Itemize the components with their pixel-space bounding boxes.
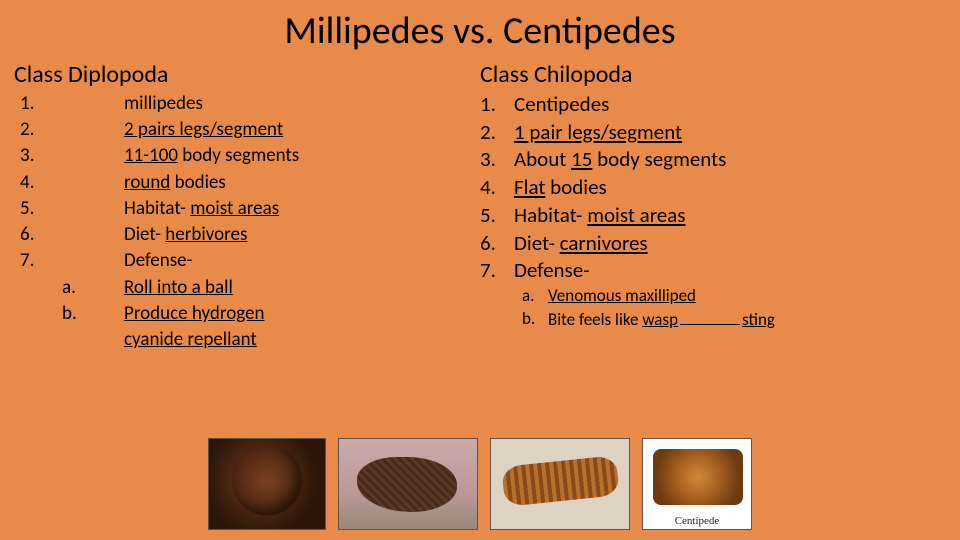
list-item: 6.Diet- herbivores bbox=[14, 222, 480, 248]
list-item: 1.millipedes bbox=[14, 91, 480, 117]
list-item-text: Bite feels like waspsting bbox=[548, 308, 946, 332]
list-item-number: 6. bbox=[480, 230, 514, 258]
list-item-number: b. bbox=[14, 301, 74, 353]
list-item-text: millipedes bbox=[124, 91, 480, 117]
list-item-text: 2 pairs legs/segment bbox=[124, 117, 480, 143]
list-item: 2.1 pair legs/segment bbox=[480, 119, 946, 147]
list-item: a.Venomous maxilliped bbox=[522, 285, 946, 308]
list-item: 2.2 pairs legs/segment bbox=[14, 117, 480, 143]
list-item: 5.Habitat- moist areas bbox=[480, 202, 946, 230]
list-item-text: Diet- herbivores bbox=[124, 222, 480, 248]
list-item: 3.11-100 body segments bbox=[14, 143, 480, 169]
blank-underline bbox=[680, 308, 740, 325]
list-item: 5.Habitat- moist areas bbox=[14, 196, 480, 222]
diplopoda-column: Class Diplopoda 1.millipedes2.2 pairs le… bbox=[14, 60, 480, 353]
list-item-text: Venomous maxilliped bbox=[548, 285, 946, 308]
list-item-text: Defense- bbox=[514, 257, 946, 285]
chilopoda-heading: Class Chilopoda bbox=[480, 60, 946, 89]
list-item: 1.Centipedes bbox=[480, 91, 946, 119]
list-item-text: Produce hydrogen cyanide repellant bbox=[74, 301, 304, 353]
image-row: Centipede bbox=[0, 438, 960, 530]
list-item-number: 5. bbox=[480, 202, 514, 230]
diplopoda-list: 1.millipedes2.2 pairs legs/segment3.11-1… bbox=[14, 91, 480, 275]
list-item-number: 4. bbox=[480, 174, 514, 202]
millipede-coiled-photo bbox=[338, 438, 478, 530]
list-item-number: 3. bbox=[480, 146, 514, 174]
chilopoda-list: 1.Centipedes2.1 pair legs/segment3.About… bbox=[480, 91, 946, 285]
page-title: Millipedes vs. Centipedes bbox=[0, 0, 960, 60]
list-item-number: b. bbox=[522, 308, 548, 332]
comparison-columns: Class Diplopoda 1.millipedes2.2 pairs le… bbox=[0, 60, 960, 353]
diplopoda-sublist: a.Roll into a ballb.Produce hydrogen cya… bbox=[14, 275, 480, 354]
list-item-number: 7. bbox=[14, 248, 124, 274]
list-item-text: Habitat- moist areas bbox=[514, 202, 946, 230]
list-item-number: 5. bbox=[14, 196, 124, 222]
list-item-number: 2. bbox=[480, 119, 514, 147]
list-item-text: 1 pair legs/segment bbox=[514, 119, 946, 147]
chilopoda-sublist: a.Venomous maxillipedb.Bite feels like w… bbox=[480, 285, 946, 332]
list-item-text: Flat bodies bbox=[514, 174, 946, 202]
list-item: a.Roll into a ball bbox=[14, 275, 480, 301]
list-item: 4.round bodies bbox=[14, 170, 480, 196]
list-item: 3.About 15 body segments bbox=[480, 146, 946, 174]
list-item-number: a. bbox=[522, 285, 548, 308]
list-item-number: 2. bbox=[14, 117, 124, 143]
millipede-ball-photo bbox=[208, 438, 326, 530]
list-item: 7.Defense- bbox=[14, 248, 480, 274]
diplopoda-heading: Class Diplopoda bbox=[14, 60, 480, 89]
list-item-number: 7. bbox=[480, 257, 514, 285]
list-item-number: 1. bbox=[14, 91, 124, 117]
list-item: b.Bite feels like waspsting bbox=[522, 308, 946, 332]
list-item-number: 6. bbox=[14, 222, 124, 248]
centipede-photo bbox=[490, 438, 630, 530]
list-item-text: Habitat- moist areas bbox=[124, 196, 480, 222]
list-item-number: 1. bbox=[480, 91, 514, 119]
list-item: b.Produce hydrogen cyanide repellant bbox=[14, 301, 480, 353]
list-item-number: 3. bbox=[14, 143, 124, 169]
centipede-caption: Centipede bbox=[643, 515, 751, 527]
list-item-text: Defense- bbox=[124, 248, 480, 274]
list-item-text: Diet- carnivores bbox=[514, 230, 946, 258]
list-item-text: Centipedes bbox=[514, 91, 946, 119]
list-item-number: a. bbox=[14, 275, 74, 301]
list-item-text: round bodies bbox=[124, 170, 480, 196]
list-item: 6.Diet- carnivores bbox=[480, 230, 946, 258]
chilopoda-column: Class Chilopoda 1.Centipedes2.1 pair leg… bbox=[480, 60, 946, 353]
list-item-text: About 15 body segments bbox=[514, 146, 946, 174]
list-item-text: 11-100 body segments bbox=[124, 143, 480, 169]
list-item-number: 4. bbox=[14, 170, 124, 196]
list-item-text: Roll into a ball bbox=[74, 275, 304, 301]
list-item: 7.Defense- bbox=[480, 257, 946, 285]
centipede-labeled-photo: Centipede bbox=[642, 438, 752, 530]
list-item: 4.Flat bodies bbox=[480, 174, 946, 202]
